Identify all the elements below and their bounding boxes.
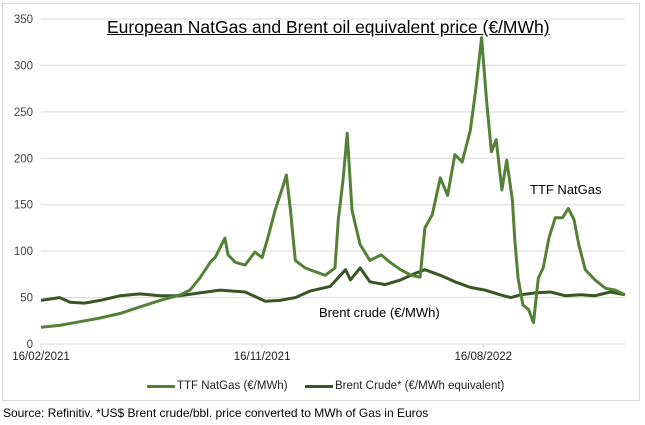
series-line-ttf-natgas xyxy=(40,36,626,329)
y-tick-label: 250 xyxy=(14,107,33,119)
y-tick-label: 150 xyxy=(14,200,33,212)
legend-label-brent: Brent Crude* (€/MWh equivalent) xyxy=(335,380,505,392)
legend-label-ttf: TTF NatGas (€/MWh) xyxy=(177,380,288,392)
series-line-brent-crude xyxy=(40,266,626,305)
x-tick-label: 16/11/2021 xyxy=(234,351,291,363)
x-tick-label: 16/02/2021 xyxy=(12,351,70,363)
y-tick-label: 50 xyxy=(20,293,33,305)
legend-item-brent: Brent Crude* (€/MWh equivalent) xyxy=(305,380,504,392)
y-tick-label: 350 xyxy=(14,14,33,26)
line-chart: 0 50 100 150 200 250 300 350 16/02/2021 16/11/20… xyxy=(12,14,626,363)
legend-item-ttf: TTF NatGas (€/MWh) xyxy=(147,380,288,392)
gridlines xyxy=(41,18,625,345)
y-tick-label: 0 xyxy=(27,339,33,351)
y-axis-ticks: 0 50 100 150 200 250 300 350 xyxy=(14,14,33,351)
legend-swatch-ttf xyxy=(147,384,175,388)
chart-title: European NatGas and Brent oil equivalent… xyxy=(107,17,550,37)
series-lines xyxy=(40,36,626,329)
source-note: Source: Refinitiv. *US$ Brent crude/bbl.… xyxy=(3,406,429,420)
y-tick-label: 200 xyxy=(14,153,33,165)
y-tick-label: 300 xyxy=(14,60,33,72)
annotation-ttf-natgas: TTF NatGas xyxy=(530,182,602,197)
legend-swatch-brent xyxy=(305,384,333,388)
x-tick-label: 16/08/2022 xyxy=(454,351,512,363)
x-axis-ticks: 16/02/2021 16/11/2021 16/08/2022 xyxy=(12,344,512,363)
annotation-brent-crude: Brent crude (€/MWh) xyxy=(319,305,440,320)
y-tick-label: 100 xyxy=(14,246,33,258)
chart-frame: 0 50 100 150 200 250 300 350 16/02/2021 16/11/20… xyxy=(2,3,640,401)
